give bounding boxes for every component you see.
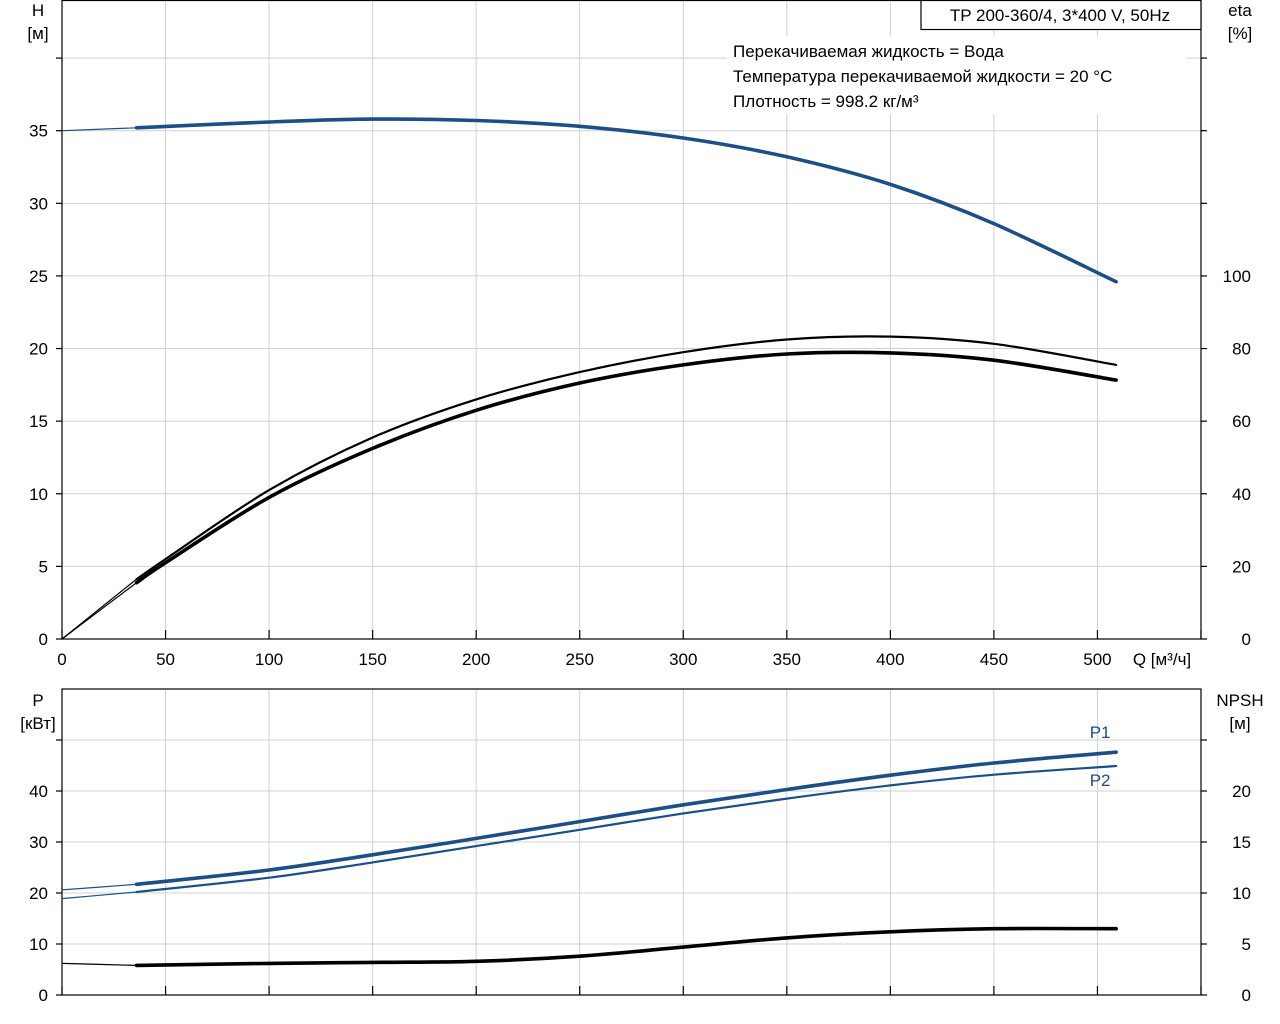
x-tick-label: 300 (669, 650, 697, 669)
series-line (134, 350, 1118, 585)
y-left-tick-label: 0 (39, 986, 48, 1005)
x-tick-label: 350 (773, 650, 801, 669)
y-right-axis-label: NPSH (1216, 691, 1263, 710)
y-left-axis-label: P (32, 691, 43, 710)
y-right-unit-label: [%] (1228, 24, 1253, 43)
x-tick-label: 400 (876, 650, 904, 669)
y-right-tick-label: 20 (1232, 557, 1251, 576)
y-left-tick-label: 10 (29, 485, 48, 504)
y-right-tick-label: 15 (1232, 833, 1251, 852)
y-left-unit-label: [кВт] (20, 714, 55, 733)
y-right-tick-label: 40 (1232, 485, 1251, 504)
y-right-tick-label: 100 (1223, 267, 1251, 286)
series-extension-line (61, 582, 137, 640)
x-tick-label: 450 (980, 650, 1008, 669)
series-label-p1: P1 (1090, 723, 1111, 742)
y-left-tick-label: 30 (29, 194, 48, 213)
info-line: Перекачиваемая жидкость = Вода (733, 42, 1004, 61)
y-right-tick-label: 5 (1242, 935, 1251, 954)
series-line (134, 926, 1118, 968)
y-right-tick-label: 20 (1232, 782, 1251, 801)
x-axis-label: Q [м³/ч] (1133, 650, 1191, 669)
x-tick-label: 50 (156, 650, 175, 669)
y-left-tick-label: 15 (29, 412, 48, 431)
y-left-tick-label: 0 (39, 630, 48, 649)
info-line: Температура перекачиваемой жидкости = 20… (733, 67, 1112, 86)
x-tick-label: 500 (1083, 650, 1111, 669)
x-tick-label: 0 (57, 650, 66, 669)
y-right-axis-label: eta (1228, 1, 1252, 20)
x-tick-label: 100 (255, 650, 283, 669)
series-extension-line (61, 891, 137, 900)
y-left-tick-label: 20 (29, 884, 48, 903)
y-right-tick-label: 0 (1242, 630, 1251, 649)
y-left-tick-label: 35 (29, 122, 48, 141)
y-left-tick-label: 5 (39, 557, 48, 576)
series-line-p1 (134, 750, 1118, 887)
y-left-tick-label: 25 (29, 267, 48, 286)
x-tick-label: 150 (358, 650, 386, 669)
y-left-axis-label: H (32, 1, 44, 20)
y-left-unit-label: [м] (27, 24, 48, 43)
y-right-tick-label: 60 (1232, 412, 1251, 431)
y-right-unit-label: [м] (1229, 714, 1250, 733)
head-efficiency-chart: 0 50 100 150 200 250 300 350 400 450 5000510152025… (27, 0, 1252, 669)
y-right-tick-label: 10 (1232, 884, 1251, 903)
plot-frame (61, 0, 1202, 640)
y-right-tick-label: 80 (1232, 340, 1251, 359)
series-extension-line (61, 962, 137, 966)
series-line-p2 (135, 764, 1118, 894)
series-extension-line (61, 127, 137, 132)
y-left-tick-label: 30 (29, 833, 48, 852)
y-left-tick-label: 20 (29, 340, 48, 359)
model-label-box (920, 0, 1202, 31)
series-line (134, 117, 1118, 284)
model-label: TP 200-360/4, 3*400 V, 50Hz (950, 6, 1170, 25)
series-label-p2: P2 (1090, 771, 1111, 790)
power-npsh-chart: 0 10 20 30 40 0 5 10 15 20 P [кВт] NPSH [м] P1 P2 (20, 688, 1264, 1005)
y-left-tick-label: 10 (29, 935, 48, 954)
x-tick-label: 250 (566, 650, 594, 669)
x-tick-label: 200 (462, 650, 490, 669)
series-extension-line (61, 883, 137, 891)
y-left-tick-label: 40 (29, 782, 48, 801)
info-box-background (727, 36, 1187, 114)
info-line: Плотность = 998.2 кг/м³ (733, 92, 919, 111)
y-right-tick-label: 0 (1242, 986, 1251, 1005)
series-line (135, 335, 1118, 581)
